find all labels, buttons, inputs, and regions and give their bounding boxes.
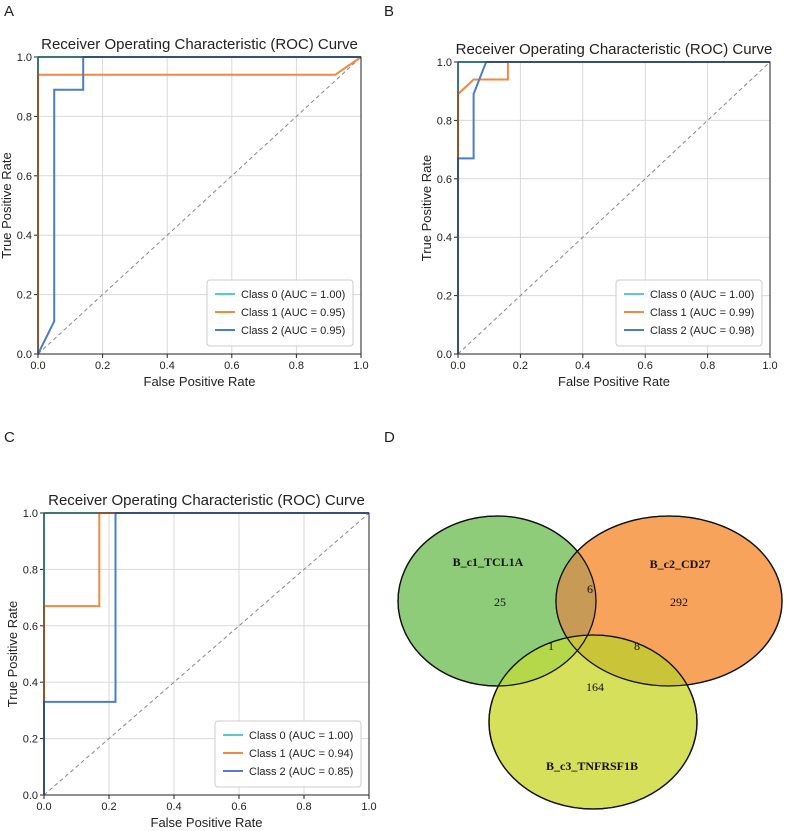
- y-axis-label: True Positive Rate: [0, 152, 14, 258]
- venn-count-only-3: 164: [586, 680, 604, 694]
- legend-box: [206, 279, 354, 347]
- y-tick-label: 0.8: [437, 115, 452, 127]
- panel-label-c: C: [4, 429, 15, 446]
- x-tick-label: 0.8: [700, 360, 715, 372]
- x-tick-label: 0.2: [101, 801, 116, 813]
- x-tick-label: 0.4: [160, 360, 175, 372]
- legend-entry-class-0: Class 0 (AUC = 1.00): [249, 730, 353, 742]
- chance-diagonal-line: [457, 61, 771, 355]
- legend-box: [214, 720, 362, 788]
- x-tick-label: 0.4: [166, 801, 181, 813]
- x-tick-label: 1.0: [762, 360, 777, 372]
- x-tick-label: 0.6: [638, 360, 653, 372]
- chance-diagonal-line: [43, 512, 370, 796]
- plot-frame: [43, 512, 370, 796]
- x-tick-label: 0.2: [95, 360, 110, 372]
- y-tick-label: 0.4: [437, 232, 452, 244]
- x-tick-label: 0.0: [30, 360, 45, 372]
- y-tick-label: 0.2: [437, 291, 452, 303]
- plot-frame: [37, 56, 362, 355]
- y-tick-label: 0.8: [23, 564, 38, 576]
- y-tick-label: 0.0: [23, 790, 38, 802]
- x-tick-label: 0.4: [575, 360, 590, 372]
- panel-label-b: B: [384, 3, 394, 20]
- y-tick-label: 0.4: [23, 677, 38, 689]
- chart-title: Receiver Operating Characteristic (ROC) …: [456, 41, 773, 58]
- x-tick-label: 0.6: [231, 801, 246, 813]
- y-tick-label: 0.2: [23, 734, 38, 746]
- venn-set-3-label: B_c3_TNFRSF1B: [546, 759, 638, 773]
- panel-label-a: A: [4, 3, 14, 20]
- legend-entry-class-1: Class 1 (AUC = 0.95): [241, 307, 345, 319]
- legend-entry-class-0: Class 0 (AUC = 1.00): [650, 289, 754, 301]
- legend-entry-class-2: Class 2 (AUC = 0.95): [241, 325, 345, 337]
- legend-entry-class-2: Class 2 (AUC = 0.98): [650, 325, 754, 337]
- y-tick-label: 1.0: [17, 52, 32, 64]
- plot-frame: [457, 61, 771, 355]
- x-tick-label: 0.6: [224, 360, 239, 372]
- y-tick-label: 0.6: [23, 621, 38, 633]
- venn-count-1-3: 1: [548, 639, 554, 653]
- x-tick-label: 0.8: [296, 801, 311, 813]
- x-axis-label: False Positive Rate: [558, 374, 670, 389]
- y-tick-label: 1.0: [23, 508, 38, 520]
- y-tick-label: 1.0: [437, 57, 452, 69]
- chart-title: Receiver Operating Characteristic (ROC) …: [48, 492, 365, 509]
- legend-entry-class-1: Class 1 (AUC = 0.94): [249, 748, 353, 760]
- x-tick-label: 1.0: [353, 360, 368, 372]
- x-tick-label: 0.8: [289, 360, 304, 372]
- y-tick-label: 0.8: [17, 111, 32, 123]
- y-tick-label: 0.4: [17, 230, 32, 242]
- y-tick-label: 0.6: [17, 171, 32, 183]
- venn-diagram: B_c1_TCL1A B_c2_CD27 B_c3_TNFRSF1B 25 29…: [397, 515, 783, 810]
- y-axis-label: True Positive Rate: [5, 601, 20, 707]
- legend-entry-class-1: Class 1 (AUC = 0.99): [650, 307, 754, 319]
- venn-overlap-2-3: [556, 635, 697, 686]
- venn-count-1-2: 6: [587, 582, 593, 596]
- x-tick-label: 1.0: [361, 801, 376, 813]
- legend-entry-class-0: Class 0 (AUC = 1.00): [241, 289, 345, 301]
- y-tick-label: 0.2: [17, 290, 32, 302]
- x-tick-label: 0.0: [36, 801, 51, 813]
- venn-count-only-1: 25: [494, 595, 506, 609]
- y-tick-label: 0.0: [17, 349, 32, 361]
- x-axis-label: False Positive Rate: [151, 815, 263, 830]
- y-tick-label: 0.6: [437, 174, 452, 186]
- legend-entry-class-2: Class 2 (AUC = 0.85): [249, 766, 353, 778]
- roc-chart-b: Receiver Operating Characteristic (ROC) …: [419, 41, 778, 389]
- roc-chart-a: Receiver Operating Characteristic (ROC) …: [0, 36, 369, 389]
- panel-label-d: D: [384, 429, 395, 446]
- venn-count-2-3: 8: [634, 639, 640, 653]
- chart-title: Receiver Operating Characteristic (ROC) …: [41, 36, 358, 53]
- venn-set-1-label: B_c1_TCL1A: [453, 555, 524, 569]
- x-axis-label: False Positive Rate: [144, 374, 256, 389]
- legend-box: [615, 279, 763, 347]
- venn-set-2-label: B_c2_CD27: [650, 557, 711, 571]
- chance-diagonal-line: [37, 56, 362, 355]
- x-tick-label: 0.0: [450, 360, 465, 372]
- roc-chart-c: Receiver Operating Characteristic (ROC) …: [5, 492, 377, 830]
- venn-count-only-2: 292: [670, 595, 688, 609]
- y-axis-label: True Positive Rate: [419, 155, 434, 261]
- x-tick-label: 0.2: [513, 360, 528, 372]
- y-tick-label: 0.0: [437, 349, 452, 361]
